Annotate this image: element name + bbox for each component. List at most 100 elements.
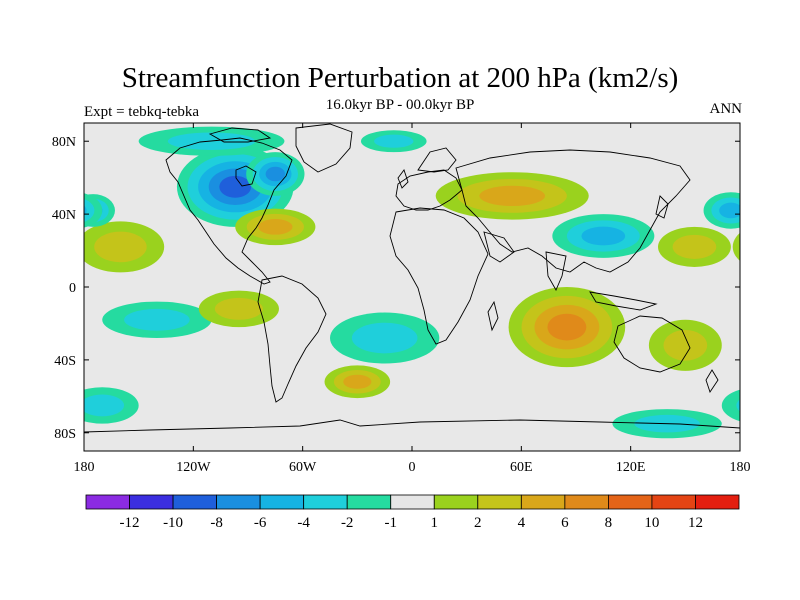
- longitude-axis: 180 120W 60W 0 60E 120E 180: [74, 123, 751, 475]
- contour-south-atlantic-high: [324, 365, 391, 399]
- colorbar-box: [303, 494, 348, 510]
- contour-level-wrap: [84, 198, 95, 222]
- contour-north-america-low-2: [246, 152, 305, 196]
- contour-level: [351, 322, 418, 354]
- time-period-label: 16.0kyr BP - 00.0kyr BP: [325, 97, 475, 113]
- contour-eurasia-high: [435, 172, 589, 220]
- contour-level-wrap: [721, 389, 740, 422]
- contour-level-wrap: [84, 205, 87, 216]
- contour-level: [479, 185, 546, 207]
- colorbar-box: [477, 494, 522, 510]
- contour-level: [94, 231, 147, 263]
- lon-tick-label: 0: [409, 460, 416, 475]
- colorbar-label: -2: [341, 515, 354, 531]
- lat-tick-label: 80N: [52, 135, 76, 150]
- contour-level-wrap: [736, 399, 740, 412]
- lon-tick-label: 120W: [176, 460, 211, 475]
- coastline-japan: [655, 195, 669, 219]
- coastline-scandinavia: [417, 147, 457, 173]
- contour-south-pacific-low: [102, 301, 212, 339]
- coastline-indonesia: [589, 291, 658, 311]
- coastline-africa: [389, 207, 489, 345]
- contour-east-asia-high: [658, 226, 731, 267]
- contour-atlantic-high: [235, 208, 316, 246]
- colorbar-label: 6: [561, 515, 569, 531]
- contour-level: [343, 374, 372, 389]
- coastline-india: [545, 251, 567, 292]
- contour-south-pacific-low-2: [84, 387, 740, 424]
- lat-tick-label: 80S: [54, 427, 76, 442]
- colorbar-box: [346, 494, 392, 510]
- colorbar-box: [172, 494, 217, 510]
- contour-level: [265, 166, 286, 182]
- coastline-south-america: [257, 275, 327, 403]
- contour-level: [124, 308, 190, 331]
- coastline-antarctica: [84, 419, 740, 433]
- colorbar-box: [651, 494, 696, 510]
- contour-level: [663, 330, 708, 361]
- coastline-north-america: [165, 137, 293, 285]
- contour-north-atlantic-low: [360, 130, 427, 153]
- contour-australia-high: [648, 319, 722, 371]
- colorbar-box: [129, 494, 174, 510]
- colorbar-box: [695, 494, 740, 510]
- contour-south-atlantic-low: [330, 312, 440, 364]
- contour-indian-ocean-high: [508, 287, 626, 368]
- colorbar-label: -6: [254, 515, 267, 531]
- contour-level: [214, 297, 263, 320]
- colorbar-label: 4: [518, 515, 526, 531]
- colorbar: [85, 494, 740, 510]
- coastline-europe: [395, 169, 463, 211]
- coastline-arctic-islands: [208, 127, 272, 143]
- contour-level: [581, 226, 626, 246]
- colorbar-label: -1: [384, 515, 397, 531]
- colorbar-box: [564, 494, 609, 510]
- lon-tick-label: 180: [74, 460, 95, 475]
- colorbar-box: [390, 494, 435, 510]
- colorbar-box: [259, 494, 305, 510]
- colorbar-label: 1: [431, 515, 439, 531]
- coastline-layer: [84, 123, 740, 433]
- contour-level: [258, 219, 293, 235]
- coastline-madagascar: [487, 300, 499, 332]
- lat-tick-label: 40N: [52, 208, 76, 223]
- colorbar-box: [85, 494, 130, 510]
- contour-level: [719, 202, 740, 219]
- lat-tick-label: 40S: [54, 354, 76, 369]
- colorbar-label: 8: [605, 515, 613, 531]
- colorbar-box: [520, 494, 566, 510]
- coastline-arabia: [483, 231, 515, 263]
- colorbar-box: [608, 494, 653, 510]
- latitude-axis: 80N 40N 0 40S 80S: [52, 135, 740, 442]
- season-label: ANN: [709, 101, 743, 117]
- lon-tick-label: 180: [730, 460, 751, 475]
- colorbar-label: -10: [163, 515, 183, 531]
- contour-level-wrap: [732, 232, 740, 261]
- contour-level: [84, 394, 125, 417]
- contour-fill-layer: [84, 126, 740, 439]
- contour-level-wrap: [739, 208, 740, 213]
- colorbar-label: 2: [474, 515, 482, 531]
- contour-level: [219, 175, 252, 198]
- coastline-australia: [613, 315, 691, 373]
- contour-level: [672, 234, 717, 259]
- colorbar-labels: -12 -10 -8 -6 -4 -2 -1 1 2 4 6 8 10 12: [120, 515, 703, 531]
- colorbar-label: -4: [297, 515, 310, 531]
- colorbar-box: [433, 494, 479, 510]
- colorbar-label: -8: [210, 515, 223, 531]
- coastline-hudson-bay: [235, 165, 257, 187]
- lat-tick-label: 0: [69, 281, 76, 296]
- experiment-label: Expt = tebkq-tebka: [84, 104, 200, 120]
- contour-asia-low: [552, 214, 655, 258]
- lon-tick-label: 60E: [510, 460, 533, 475]
- coastline-greenland: [295, 123, 353, 173]
- contour-west-pacific-low: [84, 192, 740, 229]
- contour-pacific-high: [84, 221, 740, 273]
- contour-south-america-high: [198, 290, 279, 328]
- colorbar-box: [216, 494, 261, 510]
- colorbar-label: 10: [644, 515, 659, 531]
- coastline-uk: [397, 169, 409, 189]
- contour-level: [547, 313, 587, 341]
- colorbar-label: 12: [688, 515, 703, 531]
